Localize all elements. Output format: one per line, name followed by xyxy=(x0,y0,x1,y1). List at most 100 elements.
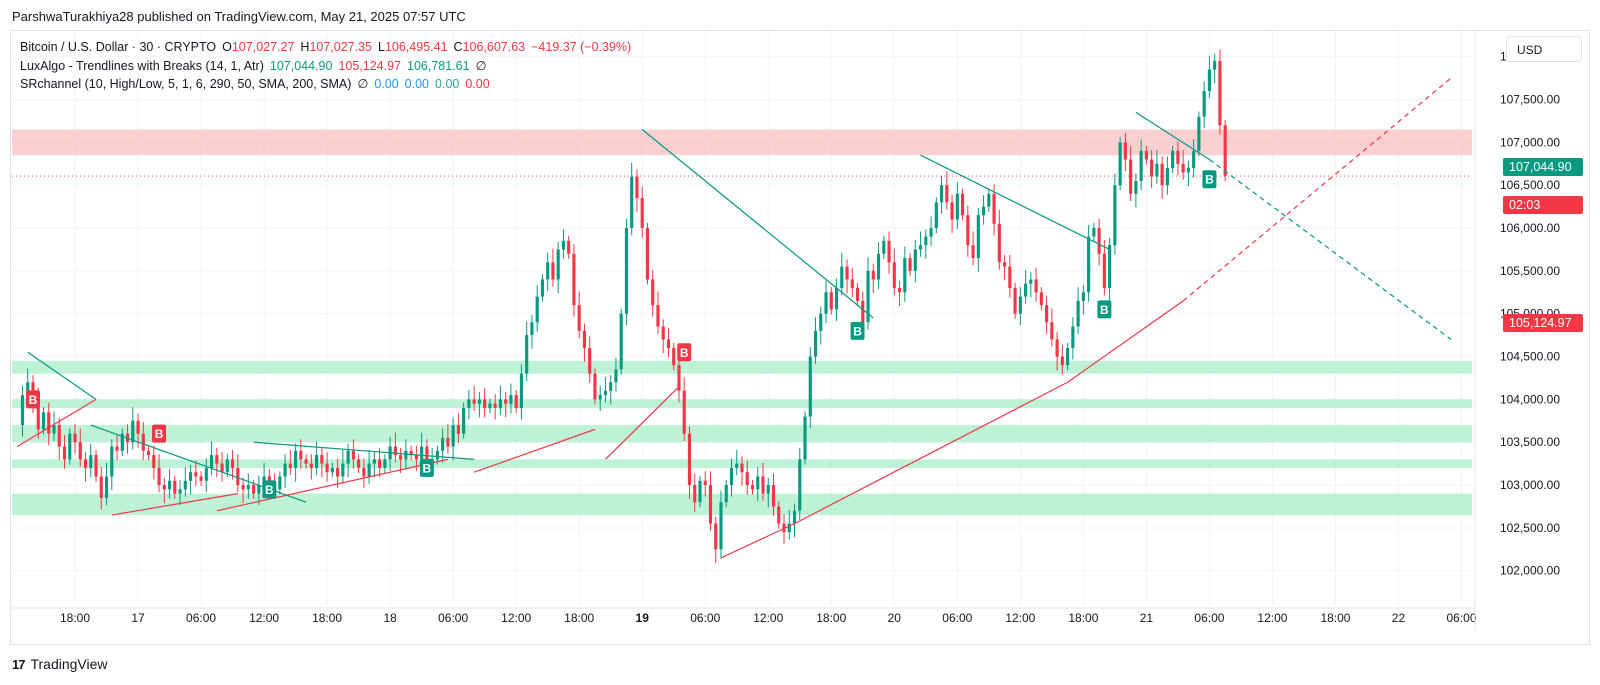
y-axis-tick-label: 103,500.00 xyxy=(1500,435,1560,449)
candle-body xyxy=(399,455,403,460)
candle-body xyxy=(609,382,613,391)
trendline-down xyxy=(1135,111,1210,161)
candle-body xyxy=(945,185,949,203)
candle-body xyxy=(346,450,350,464)
price-tag-resistance: 107,044.90 xyxy=(1503,158,1583,176)
candle-body xyxy=(719,502,723,550)
candle-body xyxy=(1144,150,1148,160)
candle-body xyxy=(624,228,629,314)
y-axis-tick-label: 102,000.00 xyxy=(1500,564,1560,578)
break-label-text: B xyxy=(155,427,164,441)
candle-body xyxy=(1050,322,1054,340)
candle-body xyxy=(199,476,203,481)
candle-body xyxy=(1165,168,1169,186)
indicator-value-2: 105,124.97 xyxy=(338,59,401,73)
candle-body xyxy=(1160,163,1164,186)
candle-body xyxy=(488,403,492,408)
x-axis-tick-label: 06:00 xyxy=(438,611,468,625)
support-zone xyxy=(12,493,1472,516)
candle-body xyxy=(1202,90,1206,117)
candle-body xyxy=(567,240,571,254)
candle-body xyxy=(777,506,781,524)
candle-body xyxy=(131,420,135,443)
candle-body xyxy=(309,463,313,468)
candle-body xyxy=(971,245,975,259)
high-value: 107,027.35 xyxy=(309,40,373,54)
candle-body xyxy=(876,253,881,280)
candle-body xyxy=(603,390,608,396)
y-axis-tick-label: 107,500.00 xyxy=(1500,93,1560,107)
candle-body xyxy=(362,467,366,477)
x-axis-tick-label: 22 xyxy=(1392,611,1406,625)
x-axis-tick-label: 17 xyxy=(131,611,145,625)
legend-indicator-luxalgo[interactable]: LuxAlgo - Trendlines with Breaks (14, 1,… xyxy=(20,58,492,73)
candle-body xyxy=(824,292,828,314)
candle-body xyxy=(1076,300,1080,327)
candle-body xyxy=(498,399,502,408)
candle-body xyxy=(183,480,187,490)
break-label-up: B xyxy=(1097,300,1112,319)
candle-body xyxy=(1087,236,1091,293)
publish-caption: ParshwaTurakhiya28 published on TradingV… xyxy=(12,9,466,24)
x-axis-tick-label: 18:00 xyxy=(312,611,342,625)
candle-body xyxy=(1008,266,1012,289)
candle-body xyxy=(136,420,140,434)
candle-body xyxy=(714,523,718,550)
candle-body xyxy=(677,365,681,391)
chart-frame[interactable] xyxy=(10,30,1590,645)
break-label-text: B xyxy=(265,483,274,497)
currency-button[interactable]: USD xyxy=(1506,36,1582,62)
break-label-box xyxy=(26,390,41,409)
x-axis-tick-label: 12:00 xyxy=(501,611,531,625)
candle-body xyxy=(220,463,224,473)
candle-body xyxy=(435,450,439,460)
candle-body xyxy=(987,193,991,207)
candle-body xyxy=(934,202,938,229)
candle-body xyxy=(1181,163,1185,173)
x-axis-tick-label: 19 xyxy=(636,611,650,625)
candle-body xyxy=(325,463,329,473)
candle-body xyxy=(813,330,818,357)
indicator-name[interactable]: SRchannel (10, High/Low, 5, 1, 6, 290, 5… xyxy=(20,77,352,91)
symbol-name[interactable]: Bitcoin / U.S. Dollar · 30 · CRYPTO xyxy=(20,40,217,54)
candle-body xyxy=(1134,180,1138,194)
legend-indicator-srchannel[interactable]: SRchannel (10, High/Low, 5, 1, 6, 290, 5… xyxy=(20,76,496,91)
candle-body xyxy=(840,266,844,289)
indicator-value-1: 107,044.90 xyxy=(269,59,333,73)
candle-body xyxy=(477,399,481,404)
trendline-up-projection xyxy=(1182,77,1452,302)
candle-body xyxy=(41,412,46,430)
candle-body xyxy=(1039,292,1043,306)
candle-body xyxy=(572,253,576,306)
candle-body xyxy=(141,433,145,451)
candle-body xyxy=(404,450,408,460)
candle-body xyxy=(514,395,518,408)
x-axis-tick-label: 18:00 xyxy=(60,611,90,625)
y-axis-tick-label: 106,000.00 xyxy=(1500,221,1560,235)
candle-body xyxy=(246,485,250,490)
y-axis-tick-label: 103,000.00 xyxy=(1500,478,1560,492)
x-axis-tick-label: 12:00 xyxy=(753,611,783,625)
support-zone xyxy=(12,360,1472,374)
candle-body xyxy=(241,485,245,490)
footer-brand[interactable]: 17 TradingView xyxy=(12,656,108,672)
candle-body xyxy=(661,326,665,340)
open-value: 107,027.27 xyxy=(231,40,295,54)
candle-body xyxy=(231,459,235,468)
candle-body xyxy=(178,489,182,494)
candle-body xyxy=(955,193,959,220)
candle-body xyxy=(577,305,581,331)
x-axis-tick-label: 12:00 xyxy=(249,611,279,625)
candle-body xyxy=(1045,305,1049,323)
candle-body xyxy=(462,407,466,434)
candle-body xyxy=(913,249,917,271)
legend-symbol-row[interactable]: Bitcoin / U.S. Dollar · 30 · CRYPTO O107,… xyxy=(20,40,637,54)
candle-body xyxy=(1060,356,1064,366)
indicator-name[interactable]: LuxAlgo - Trendlines with Breaks (14, 1,… xyxy=(20,59,264,73)
candle-body xyxy=(378,459,382,468)
candle-body xyxy=(561,240,566,250)
candle-body xyxy=(771,485,776,507)
candle-body xyxy=(588,347,592,374)
break-label-up: B xyxy=(419,458,434,477)
